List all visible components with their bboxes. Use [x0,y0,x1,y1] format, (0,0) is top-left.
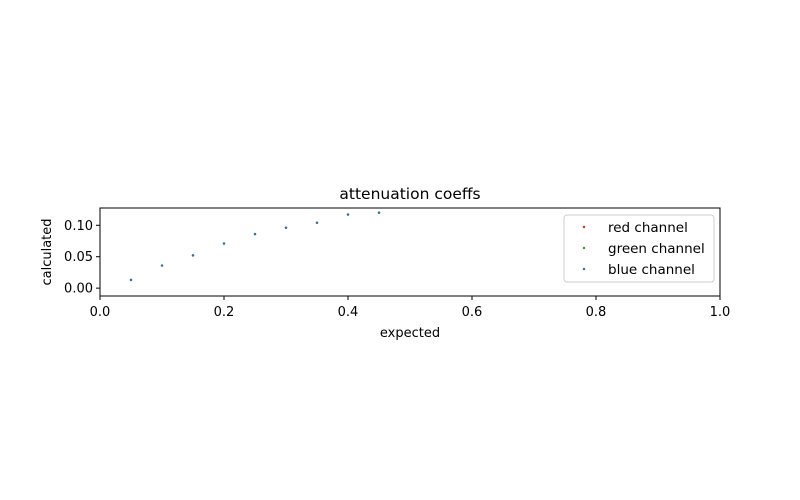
data-point-blue-channel [315,221,319,224]
data-points [129,211,381,282]
data-point-blue-channel [160,264,164,267]
legend-label: green channel [608,241,705,257]
y-tick-label: 0.00 [64,282,93,297]
x-axis-ticks: 0.0 0.2 0.4 0.6 0.8 1.0 [90,296,731,320]
legend-marker [582,267,586,271]
legend-marker [582,225,586,229]
data-point-blue-channel [284,226,288,229]
x-tick-label: 1.0 [710,305,731,320]
data-point-blue-channel [253,232,257,236]
x-tick-label: 0.2 [214,305,235,320]
chart-title: attenuation coeffs [339,185,480,203]
data-point-blue-channel [377,211,381,214]
data-point-blue-channel [346,213,350,216]
y-axis-ticks: 0.00 0.05 0.10 [64,219,100,297]
y-tick-label: 0.10 [64,219,93,234]
legend-marker [582,246,586,250]
x-tick-label: 0.8 [586,305,607,320]
x-tick-label: 0.0 [90,305,111,320]
data-point-blue-channel [222,242,226,245]
x-tick-label: 0.6 [462,305,483,320]
legend-frame [563,214,715,283]
y-tick-label: 0.05 [64,250,93,265]
legend: red channel green channel blue channel [563,214,715,283]
data-point-blue-channel [191,254,195,257]
x-tick-label: 0.4 [338,305,359,320]
legend-label: blue channel [608,262,695,278]
y-axis-label: calculated [40,218,55,285]
legend-label: red channel [608,220,688,236]
data-point-blue-channel [129,278,133,282]
x-axis-label: expected [380,326,440,341]
